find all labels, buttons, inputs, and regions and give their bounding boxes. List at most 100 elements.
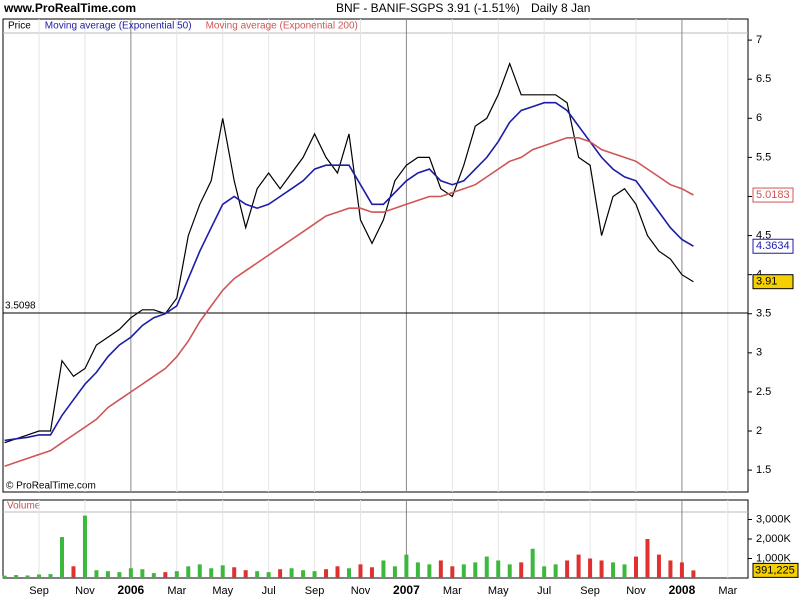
volume-bar xyxy=(209,568,214,578)
volume-bar xyxy=(105,571,110,578)
legend-entry: Price xyxy=(8,21,31,32)
y-tick-label: 3 xyxy=(756,347,762,359)
x-tick-label: Mar xyxy=(167,585,186,597)
quote: 3.91 (-1.51%) xyxy=(447,1,520,15)
volume-bar xyxy=(335,566,340,578)
volume-bar xyxy=(266,572,271,578)
volume-bar xyxy=(507,564,512,578)
volume-bar xyxy=(14,575,19,578)
price-panel xyxy=(2,18,749,493)
series-line xyxy=(4,61,694,444)
value-tag xyxy=(752,187,794,203)
volume-bar xyxy=(358,564,363,578)
value-tag-label: 5.0183 xyxy=(756,189,790,201)
value-tag xyxy=(752,274,794,290)
value-tag xyxy=(752,562,799,578)
value-tag-label: 3.91 xyxy=(756,276,777,288)
volume-bar xyxy=(243,570,248,578)
volume-bar xyxy=(461,564,466,578)
x-tick-label: Nov xyxy=(351,585,371,597)
volume-bar xyxy=(656,554,661,578)
volume-bar xyxy=(232,567,237,578)
volume-bar xyxy=(197,564,202,578)
volume-bar xyxy=(301,570,306,578)
y-tick-label: 1.5 xyxy=(756,464,771,476)
y-tick-label: 7 xyxy=(756,34,762,46)
y-tick-label: 5.5 xyxy=(756,151,771,163)
volume-bar xyxy=(278,569,283,578)
volume-bar xyxy=(599,560,604,578)
volume-bar xyxy=(611,562,616,578)
y-tick-label: 2 xyxy=(756,425,762,437)
volume-bar xyxy=(255,571,260,578)
series-line xyxy=(4,101,694,442)
volume-bar xyxy=(82,515,87,578)
volume-bar xyxy=(588,558,593,578)
volume-bar xyxy=(438,560,443,578)
y-tick-label: 2,000K xyxy=(756,533,792,545)
value-tag xyxy=(752,238,794,254)
volume-bar xyxy=(37,574,42,578)
volume-bar xyxy=(622,564,627,578)
volume-bar xyxy=(128,568,133,578)
y-tick-label: 4.5 xyxy=(756,229,771,241)
volume-bar xyxy=(553,564,558,578)
volume-bar xyxy=(117,572,122,578)
x-tick-label: Sep xyxy=(305,585,325,597)
series-line xyxy=(4,137,694,467)
value-tag-label: 391,225 xyxy=(755,564,795,576)
volume-bar xyxy=(679,562,684,578)
volume-bar xyxy=(645,539,650,578)
volume-bar xyxy=(484,556,489,578)
volume-bar xyxy=(542,566,547,578)
volume-bar xyxy=(634,556,638,578)
volume-bar xyxy=(530,548,535,578)
period: Daily 8 Jan xyxy=(531,1,590,15)
volume-bar xyxy=(415,562,420,578)
x-tick-label: Jul xyxy=(262,585,276,597)
volume-bar xyxy=(71,566,76,578)
x-tick-label: Mar xyxy=(443,585,462,597)
copyright: © ProRealTime.com xyxy=(6,481,96,492)
volume-bar xyxy=(174,571,179,578)
volume-bar xyxy=(576,554,581,578)
x-tick-label: May xyxy=(212,585,233,597)
x-tick-label: Sep xyxy=(580,585,600,597)
legend-entry: Moving average (Exponential 200) xyxy=(206,21,358,32)
volume-bar xyxy=(48,574,53,578)
x-tick-label: May xyxy=(488,585,509,597)
volume-bar xyxy=(151,573,156,578)
volume-bar xyxy=(369,567,374,578)
volume-bar xyxy=(404,554,409,578)
legend-entry: Moving average (Exponential 50) xyxy=(45,21,192,32)
volume-bar xyxy=(519,562,524,578)
x-tick-label: Nov xyxy=(626,585,646,597)
volume-bar xyxy=(691,570,696,578)
y-tick-label: 1,000K xyxy=(756,552,792,564)
x-tick-label: Jul xyxy=(537,585,551,597)
volume-bar xyxy=(473,562,478,578)
value-tag-label: 4.3634 xyxy=(756,240,790,252)
volume-bar xyxy=(163,572,168,578)
volume-bar xyxy=(312,571,317,578)
level-label: 3.5098 xyxy=(5,301,36,312)
volume-bar xyxy=(140,569,145,578)
y-tick-label: 6 xyxy=(756,112,762,124)
volume-bar xyxy=(25,575,30,578)
x-tick-label: Sep xyxy=(29,585,49,597)
y-tick-label: 2.5 xyxy=(756,386,771,398)
x-tick-label: 2007 xyxy=(393,583,420,597)
volume-bar xyxy=(186,566,191,578)
volume-bar xyxy=(289,568,294,578)
x-tick-label: Nov xyxy=(75,585,95,597)
volume-bar xyxy=(381,560,386,578)
y-tick-label: 6.5 xyxy=(756,73,771,85)
volume-bar xyxy=(220,565,225,578)
x-tick-label: 2008 xyxy=(669,583,696,597)
symbol: BNF - BANIF-SGPS xyxy=(336,1,443,15)
volume-bar xyxy=(565,560,570,578)
volume-bar xyxy=(450,566,455,578)
